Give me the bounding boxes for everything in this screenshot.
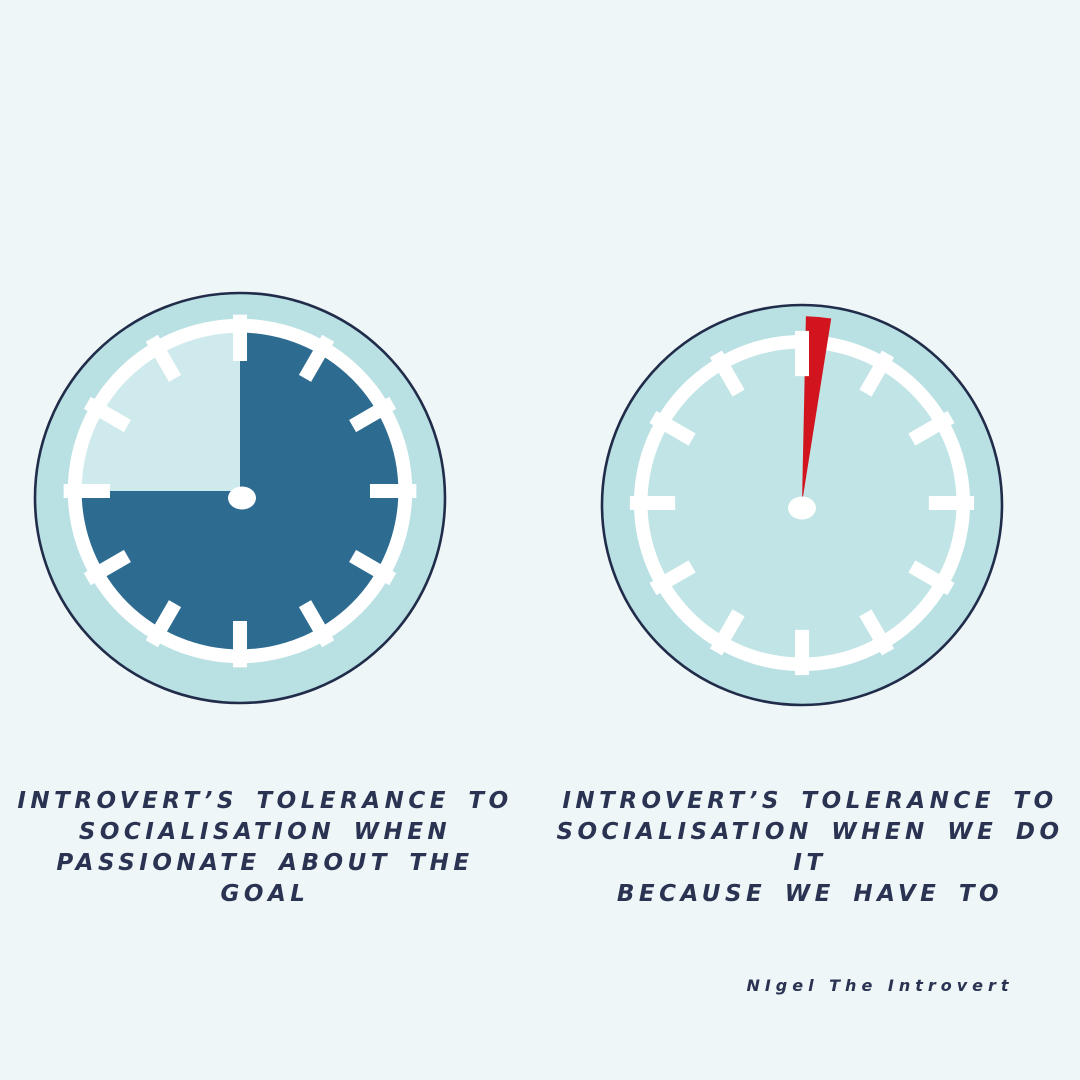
hour-tick xyxy=(649,410,696,446)
hour-tick xyxy=(795,330,809,377)
hour-tick xyxy=(63,484,111,498)
hour-tick xyxy=(629,496,676,510)
hour-tick xyxy=(795,629,809,676)
hour-tick xyxy=(908,560,955,596)
center-pin xyxy=(228,486,256,510)
caption-obligation: INTROVERT’S TOLERANCE TO SOCIALISATION W… xyxy=(555,786,1065,910)
caption-line: SOCIALISATION WHEN xyxy=(78,819,452,845)
caption-passionate: INTROVERT’S TOLERANCE TO SOCIALISATION W… xyxy=(15,786,515,910)
hour-tick xyxy=(298,334,335,382)
hour-tick xyxy=(369,484,417,498)
caption-line: INTROVERT’S TOLERANCE TO xyxy=(17,788,513,814)
caption-line: INTROVERT’S TOLERANCE TO xyxy=(562,788,1058,814)
hour-tick xyxy=(649,560,696,596)
hour-tick xyxy=(145,334,182,382)
hour-tick xyxy=(233,314,247,362)
hour-tick xyxy=(349,549,397,586)
hour-tick xyxy=(928,496,975,510)
caption-line: PASSIONATE ABOUT THE GOAL xyxy=(56,850,474,907)
hour-tick xyxy=(859,609,895,656)
hour-tick xyxy=(83,549,131,586)
hour-tick xyxy=(709,350,745,397)
signature: NIgel The Introvert xyxy=(746,976,1014,995)
hour-tick xyxy=(859,350,895,397)
hour-tick xyxy=(233,620,247,668)
caption-line: BECAUSE WE HAVE TO xyxy=(616,881,1004,907)
hour-tick xyxy=(908,410,955,446)
hour-tick xyxy=(298,600,335,648)
caption-line: SOCIALISATION WHEN WE DO IT xyxy=(556,819,1064,876)
center-pin xyxy=(788,496,816,520)
hour-tick xyxy=(83,396,131,433)
hour-tick xyxy=(709,609,745,656)
tolerance-wedge xyxy=(802,316,832,503)
clock-obligation xyxy=(600,303,1004,707)
hour-tick xyxy=(145,600,182,648)
clock-passionate xyxy=(33,291,447,705)
hour-tick xyxy=(349,396,397,433)
